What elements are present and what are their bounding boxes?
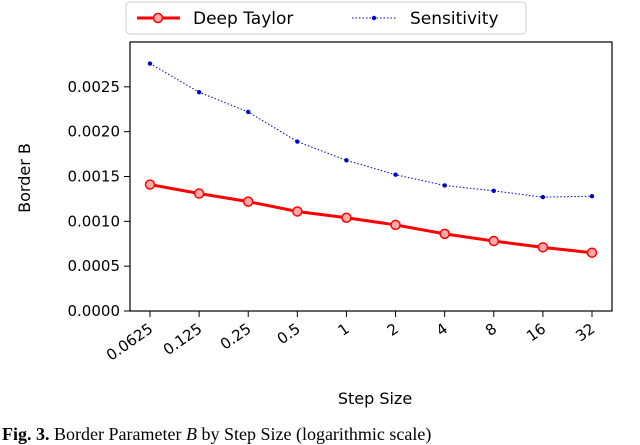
y-tick-label: 0.0010	[68, 212, 121, 230]
y-tick-label: 0.0020	[68, 123, 121, 141]
x-tick-label: 32	[572, 320, 598, 346]
y-axis: 0.0000 0.0005 0.0010 0.0015 0.0020 0.0025	[68, 78, 130, 320]
series-line	[149, 63, 593, 198]
caption-label: Fig. 3.	[2, 424, 50, 444]
series-sensitivity	[147, 61, 595, 200]
legend-label: Sensitivity	[410, 9, 499, 29]
legend-box	[125, 1, 527, 35]
line-chart: 0.0000 0.0005 0.0010 0.0015 0.0020 0.0025 0.0…	[15, 1, 613, 408]
x-tick-label: 0.0625	[103, 320, 156, 365]
x-axis-title: Step Size	[338, 389, 412, 408]
series-line	[149, 183, 593, 255]
caption-text-before: Border Parameter	[49, 424, 186, 444]
x-tick-label: 0.5	[274, 320, 304, 348]
y-tick-label: 0.0005	[68, 257, 121, 275]
data-point	[292, 206, 303, 217]
legend-swatch-marker	[152, 12, 164, 24]
legend-entry-sensitivity: Sensitivity	[352, 9, 499, 29]
y-axis-title: Border B	[15, 143, 34, 213]
y-tick-label: 0.0025	[68, 78, 121, 96]
data-point	[242, 196, 254, 207]
data-point	[442, 183, 447, 188]
x-tick-label: 0.25	[217, 320, 255, 354]
x-tick-label: 8	[482, 320, 500, 340]
legend-entry-deep-taylor: Deep Taylor	[137, 9, 293, 29]
x-tick-label: 16	[523, 320, 549, 346]
legend: Deep Taylor Sensitivity	[125, 1, 527, 35]
x-tick-label: 2	[384, 320, 402, 340]
data-point	[341, 212, 352, 223]
legend-label: Deep Taylor	[193, 9, 293, 29]
data-point	[439, 228, 450, 240]
data-point	[540, 194, 546, 200]
plot-area	[129, 41, 613, 312]
data-point	[246, 109, 251, 115]
data-point	[537, 242, 549, 253]
series-layer	[144, 61, 598, 258]
data-point	[144, 179, 156, 190]
data-point	[147, 61, 153, 66]
x-tick-label: 0.125	[160, 320, 206, 359]
x-tick-label: 4	[433, 320, 451, 340]
series-deep-taylor	[144, 179, 598, 258]
caption-text-after: by Step Size (logarithmic scale)	[196, 424, 432, 444]
data-point	[393, 172, 398, 177]
figure-caption: Fig. 3. Border Parameter B by Step Size …	[2, 424, 640, 445]
data-point	[488, 235, 500, 247]
x-tick-label: 1	[335, 320, 353, 340]
data-point	[193, 188, 205, 199]
data-point	[491, 188, 496, 194]
data-point	[196, 90, 202, 95]
y-tick-label: 0.0015	[68, 168, 121, 186]
legend-swatch-marker	[371, 15, 377, 21]
data-point	[589, 194, 595, 199]
x-axis: 0.0625 0.125 0.25 0.5 1 2 4 8 16 32	[103, 311, 598, 364]
data-point	[586, 247, 598, 258]
plot-frame	[129, 41, 613, 312]
data-point	[390, 219, 401, 231]
data-point	[295, 139, 300, 144]
data-point	[344, 158, 349, 163]
caption-symbol: B	[185, 424, 197, 444]
y-tick-label: 0.0000	[68, 302, 121, 320]
